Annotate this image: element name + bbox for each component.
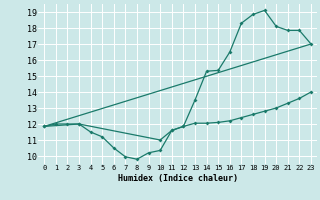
- X-axis label: Humidex (Indice chaleur): Humidex (Indice chaleur): [118, 174, 238, 183]
